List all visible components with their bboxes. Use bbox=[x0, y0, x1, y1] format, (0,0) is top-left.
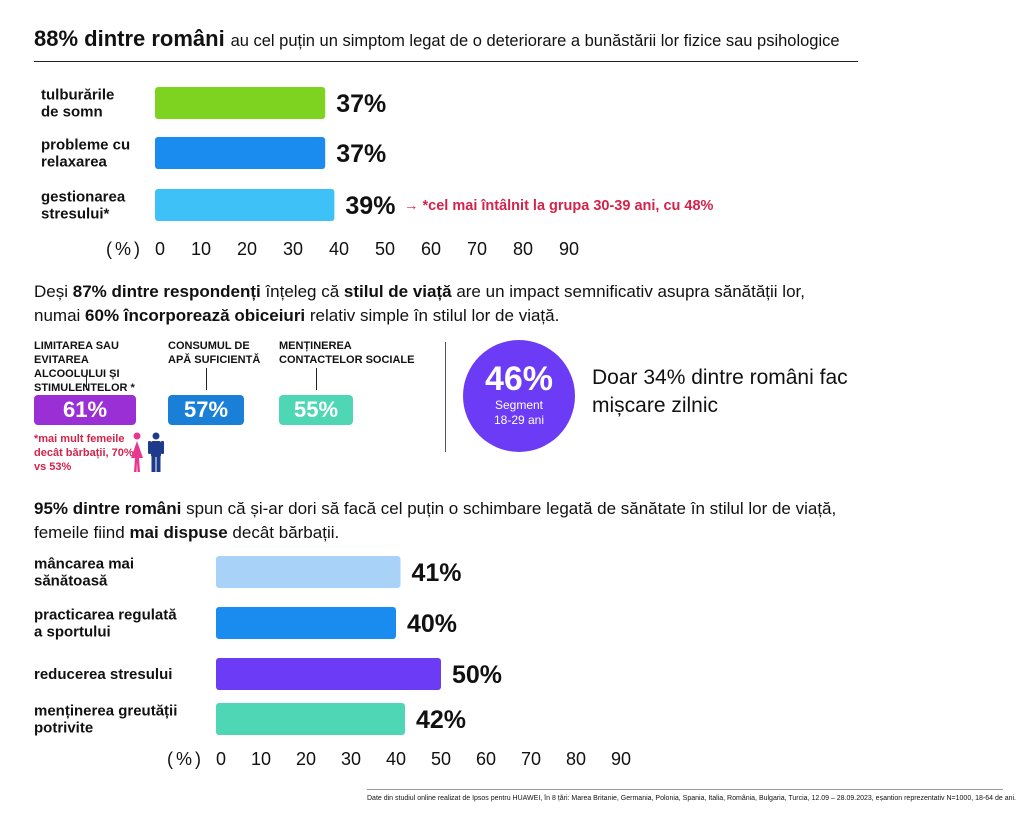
bar-label: reducerea stresului bbox=[34, 666, 172, 683]
axis-tick-label: 80 bbox=[513, 239, 533, 259]
habit-badge-water: 57% bbox=[168, 395, 244, 425]
female-icon bbox=[131, 432, 143, 472]
axis-tick-label: 0 bbox=[216, 749, 226, 769]
axis-tick-label: 60 bbox=[476, 749, 496, 769]
page-title: 88% dintre români au cel puțin un simpto… bbox=[34, 26, 840, 52]
axis-unit-label: (%) bbox=[167, 749, 204, 769]
axis-tick-label: 0 bbox=[155, 239, 165, 259]
axis-tick-label: 60 bbox=[421, 239, 441, 259]
bar bbox=[155, 137, 326, 169]
habit-connector bbox=[206, 368, 207, 390]
axis-tick-label: 70 bbox=[521, 749, 541, 769]
title-divider bbox=[34, 61, 858, 62]
axis-tick-label: 70 bbox=[467, 239, 487, 259]
bar-value-label: 50% bbox=[452, 661, 502, 689]
axis-tick-label: 50 bbox=[375, 239, 395, 259]
footnote-divider bbox=[367, 789, 1003, 790]
bar bbox=[216, 607, 396, 639]
axis-tick-label: 30 bbox=[283, 239, 303, 259]
axis-tick-label: 50 bbox=[431, 749, 451, 769]
male-icon bbox=[148, 432, 164, 472]
bar-value-label: 37% bbox=[336, 140, 386, 168]
axis-tick-label: 10 bbox=[251, 749, 271, 769]
bar-label: practicarea regulată a sportului bbox=[34, 607, 177, 641]
axis-tick-label: 40 bbox=[386, 749, 406, 769]
bar bbox=[155, 189, 335, 221]
lifestyle-paragraph: Deși 87% dintre respondenți înțeleg că s… bbox=[34, 282, 805, 325]
habit-connector bbox=[316, 368, 317, 390]
habit-label-alcohol: LIMITAREA SAU EVITAREA ALCOOLULUI ȘI STI… bbox=[34, 340, 135, 394]
bar-label: probleme cu relaxarea bbox=[41, 137, 130, 171]
segment-value: 46% bbox=[484, 360, 554, 398]
bar bbox=[216, 658, 441, 690]
symptoms-bar-chart: tulburările de somn 37% probleme cu relaxare… bbox=[41, 87, 579, 260]
habit-badge-social: 55% bbox=[279, 395, 353, 425]
source-footnote: Date din studiul online realizat de Ipso… bbox=[367, 795, 1016, 802]
change-paragraph: 95% dintre români spun că și-ar dori să … bbox=[34, 499, 837, 542]
bar bbox=[216, 556, 401, 588]
bar bbox=[155, 87, 326, 119]
segment-age: 18-29 ani bbox=[493, 413, 545, 427]
daily-exercise-text: Doar 34% dintre români fac mișcare zilni… bbox=[592, 366, 848, 417]
bar-value-label: 37% bbox=[336, 90, 386, 118]
segment-label: Segment bbox=[494, 398, 544, 412]
segment-circle: 46% Segment 18-29 ani bbox=[463, 340, 575, 452]
habit-label-water: CONSUMUL DE APĂ SUFICIENTĂ bbox=[168, 340, 261, 366]
axis-tick-label: 30 bbox=[341, 749, 361, 769]
axis-tick-label: 20 bbox=[237, 239, 257, 259]
habit-connector bbox=[86, 376, 87, 390]
bar-value-label: 41% bbox=[412, 559, 462, 587]
bar-label: gestionarea stresului* bbox=[41, 189, 126, 223]
bar bbox=[216, 703, 405, 735]
bar-value-label: 39% bbox=[345, 192, 395, 220]
habit-gender-note: *mai mult femeile decât bărbații, 70% vs… bbox=[34, 433, 134, 473]
habit-label-social: MENȚINEREA CONTACTELOR SOCIALE bbox=[279, 340, 415, 366]
axis-tick-label: 90 bbox=[559, 239, 579, 259]
title-highlight: 88% dintre români bbox=[34, 26, 225, 51]
bar-label: menținerea greutății potrivite bbox=[34, 703, 177, 737]
bar-label: tulburările de somn bbox=[41, 87, 114, 121]
axis-tick-label: 20 bbox=[296, 749, 316, 769]
section-divider bbox=[445, 342, 446, 452]
axis-unit-label: (%) bbox=[106, 239, 143, 259]
axis-tick-label: 40 bbox=[329, 239, 349, 259]
axis-tick-label: 10 bbox=[191, 239, 211, 259]
bar-label: mâncarea mai sănătoasă bbox=[34, 556, 134, 590]
bar-value-label: 42% bbox=[416, 706, 466, 734]
habit-badge-alcohol: 61% bbox=[34, 395, 136, 425]
axis-tick-label: 90 bbox=[611, 749, 631, 769]
bar-value-label: 40% bbox=[407, 610, 457, 638]
title-rest: au cel puțin un simptom legat de o deter… bbox=[230, 32, 840, 50]
axis-tick-label: 80 bbox=[566, 749, 586, 769]
stress-age-annotation: → *cel mai întâlnit la grupa 30-39 ani, … bbox=[404, 198, 714, 214]
